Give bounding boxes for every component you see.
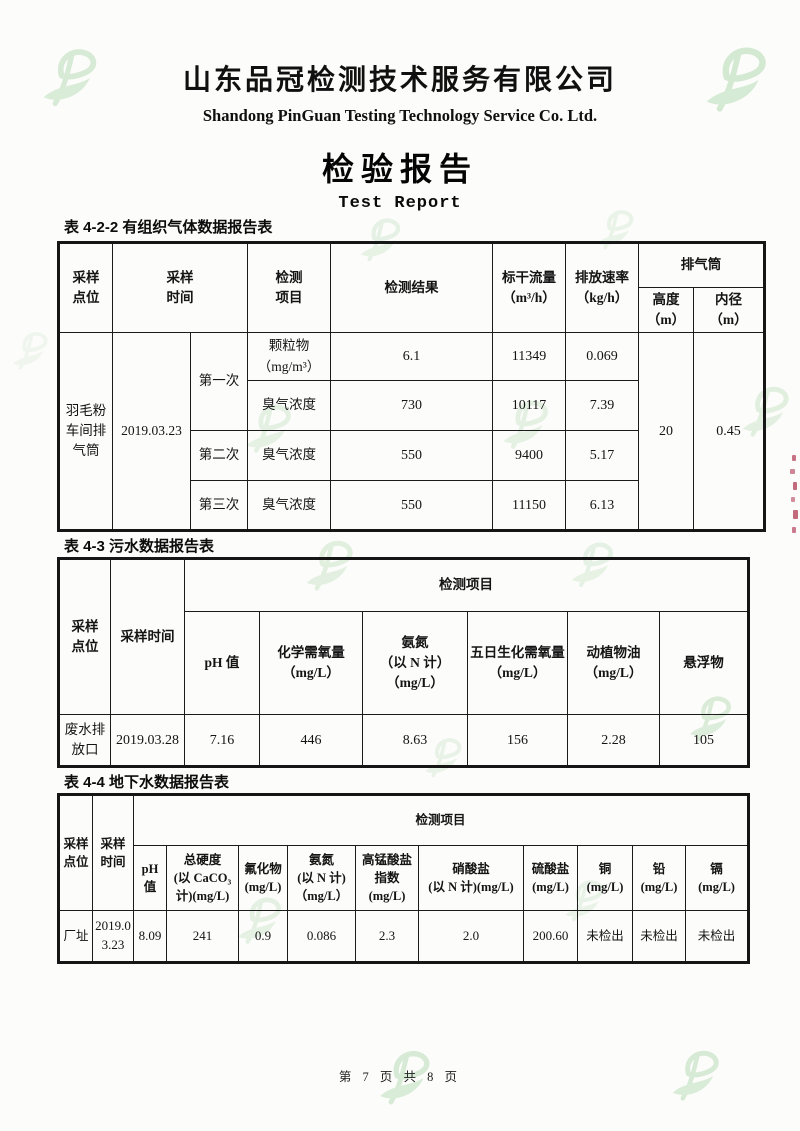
- col-header-fluoride: 氟化物 (mg/L): [238, 845, 288, 911]
- cell-rate: 7.39: [565, 380, 639, 431]
- cell-suspended-solids: 105: [659, 714, 749, 767]
- red-stamp-edge-mark: [791, 497, 795, 502]
- cell-round-2: 第二次: [190, 430, 248, 481]
- col-header-suspended-solids: 悬浮物: [659, 611, 749, 715]
- col-header-test-result: 检测结果: [330, 242, 493, 333]
- red-stamp-edge-mark: [792, 455, 796, 461]
- col-header-test-items-group: 检测项目: [184, 558, 749, 612]
- cell-bod5: 156: [467, 714, 568, 767]
- wastewater-data-table: 采样 点位 采样时间 检测项目 pH 值 化学需氧量 （mg/L） 氨氮 （以 …: [57, 557, 750, 768]
- cell-lead: 未检出: [632, 910, 686, 963]
- col-header-permanganate-index: 高锰酸盐 指数 (mg/L): [355, 845, 419, 911]
- cell-ammonia: 8.63: [362, 714, 468, 767]
- col-header-stack-height: 高度 （m）: [638, 287, 694, 333]
- col-header-ammonia: 氨氮 (以 N 计) （mg/L）: [287, 845, 356, 911]
- col-header-oils: 动植物油 （mg/L）: [567, 611, 660, 715]
- col-header-emission-rate: 排放速率 （kg/h）: [565, 242, 639, 333]
- col-header-ph: pH 值: [133, 845, 167, 911]
- col-header-ammonia: 氨氮 （以 N 计） （mg/L）: [362, 611, 468, 715]
- groundwater-data-table: 采样 点位 采样 时间 检测项目 pH 值 总硬度 (以 CaCO₃ 计)(mg…: [57, 793, 751, 964]
- col-header-sampling-point: 采样 点位: [58, 794, 93, 911]
- cell-result: 6.1: [330, 332, 493, 381]
- wastewater-table-caption: 表 4-3 污水数据报告表: [64, 538, 215, 555]
- cell-round-1: 第一次: [190, 332, 248, 431]
- col-header-lead: 铅 (mg/L): [632, 845, 686, 911]
- col-header-cadmium: 镉 (mg/L): [684, 845, 750, 911]
- cell-sampling-point: 厂址: [58, 910, 93, 963]
- cell-item: 颗粒物 （mg/m³）: [247, 332, 331, 381]
- cell-cadmium: 未检出: [684, 910, 750, 963]
- cell-item: 臭气浓度: [247, 380, 331, 431]
- gas-data-table: 采样 点位 采样 时间 检测 项目 检测结果 标干流量 （m³/h） 排放速率 …: [57, 241, 766, 532]
- cell-flow: 11150: [492, 480, 566, 531]
- cell-sampling-point: 废水排放口: [58, 714, 111, 767]
- cell-item: 臭气浓度: [247, 430, 331, 481]
- cell-rate: 6.13: [565, 480, 639, 531]
- page-number-indicator: 第 7 页 共 8 页: [338, 1070, 462, 1084]
- red-stamp-edge-mark: [792, 527, 796, 533]
- cell-rate: 5.17: [565, 430, 639, 481]
- col-header-stack-group: 排气筒: [638, 242, 765, 288]
- cell-flow: 9400: [492, 430, 566, 481]
- col-header-test-items-group: 检测项目: [132, 794, 750, 846]
- red-stamp-edge-mark: [790, 469, 795, 474]
- cell-stack-height: 20: [638, 332, 694, 531]
- red-stamp-edge-mark: [793, 482, 797, 490]
- col-header-nitrate: 硝酸盐 (以 N 计)(mg/L): [418, 845, 524, 911]
- col-header-sampling-time: 采样 时间: [112, 242, 248, 333]
- cell-result: 550: [330, 480, 493, 531]
- cell-sulfate: 200.60: [523, 910, 578, 963]
- col-header-copper: 铜 (mg/L): [577, 845, 633, 911]
- col-header-sampling-point: 采样 点位: [58, 242, 113, 333]
- cell-cod: 446: [259, 714, 363, 767]
- cell-flow: 10117: [492, 380, 566, 431]
- col-header-standard-flow: 标干流量 （m³/h）: [492, 242, 566, 333]
- cell-copper: 未检出: [577, 910, 633, 963]
- cell-result: 730: [330, 380, 493, 431]
- cell-sampling-point: 羽毛粉车间排气筒: [58, 332, 113, 531]
- col-header-ph: pH 值: [184, 611, 260, 715]
- cell-nitrate: 2.0: [418, 910, 524, 963]
- col-header-sulfate: 硫酸盐 (mg/L): [523, 845, 578, 911]
- report-title-cn: 检验报告: [321, 151, 478, 187]
- cell-item: 臭气浓度: [247, 480, 331, 531]
- report-title-en: Test Report: [338, 194, 462, 213]
- cell-sampling-time: 2019.03.23: [92, 910, 134, 963]
- col-header-sampling-time: 采样时间: [110, 558, 185, 715]
- col-header-cod: 化学需氧量 （mg/L）: [259, 611, 363, 715]
- col-header-bod5: 五日生化需氧量 （mg/L）: [467, 611, 568, 715]
- company-name-en: Shandong PinGuan Testing Technology Serv…: [202, 106, 598, 125]
- col-header-sampling-point: 采样 点位: [58, 558, 111, 715]
- col-header-total-hardness: 总硬度 (以 CaCO₃ 计)(mg/L): [166, 845, 239, 911]
- cell-ph: 7.16: [184, 714, 260, 767]
- cell-sampling-time: 2019.03.23: [112, 332, 191, 531]
- col-header-test-item: 检测 项目: [247, 242, 331, 333]
- gas-table-caption: 表 4-2-2 有组织气体数据报告表: [64, 219, 273, 236]
- cell-ammonia: 0.086: [287, 910, 356, 963]
- red-stamp-edge-mark: [793, 510, 798, 519]
- cell-flow: 11349: [492, 332, 566, 381]
- cell-ph: 8.09: [133, 910, 167, 963]
- cell-oils: 2.28: [567, 714, 660, 767]
- cell-stack-diameter: 0.45: [693, 332, 765, 531]
- cell-permanganate-index: 2.3: [355, 910, 419, 963]
- groundwater-table-caption: 表 4-4 地下水数据报告表: [64, 774, 230, 791]
- cell-sampling-time: 2019.03.28: [110, 714, 185, 767]
- cell-fluoride: 0.9: [238, 910, 288, 963]
- cell-result: 550: [330, 430, 493, 481]
- cell-rate: 0.069: [565, 332, 639, 381]
- cell-total-hardness: 241: [166, 910, 239, 963]
- cell-round-3: 第三次: [190, 480, 248, 531]
- company-name-cn: 山东品冠检测技术服务有限公司: [182, 64, 617, 95]
- col-header-stack-diameter: 内径 （m）: [693, 287, 765, 333]
- col-header-sampling-time: 采样 时间: [92, 794, 134, 911]
